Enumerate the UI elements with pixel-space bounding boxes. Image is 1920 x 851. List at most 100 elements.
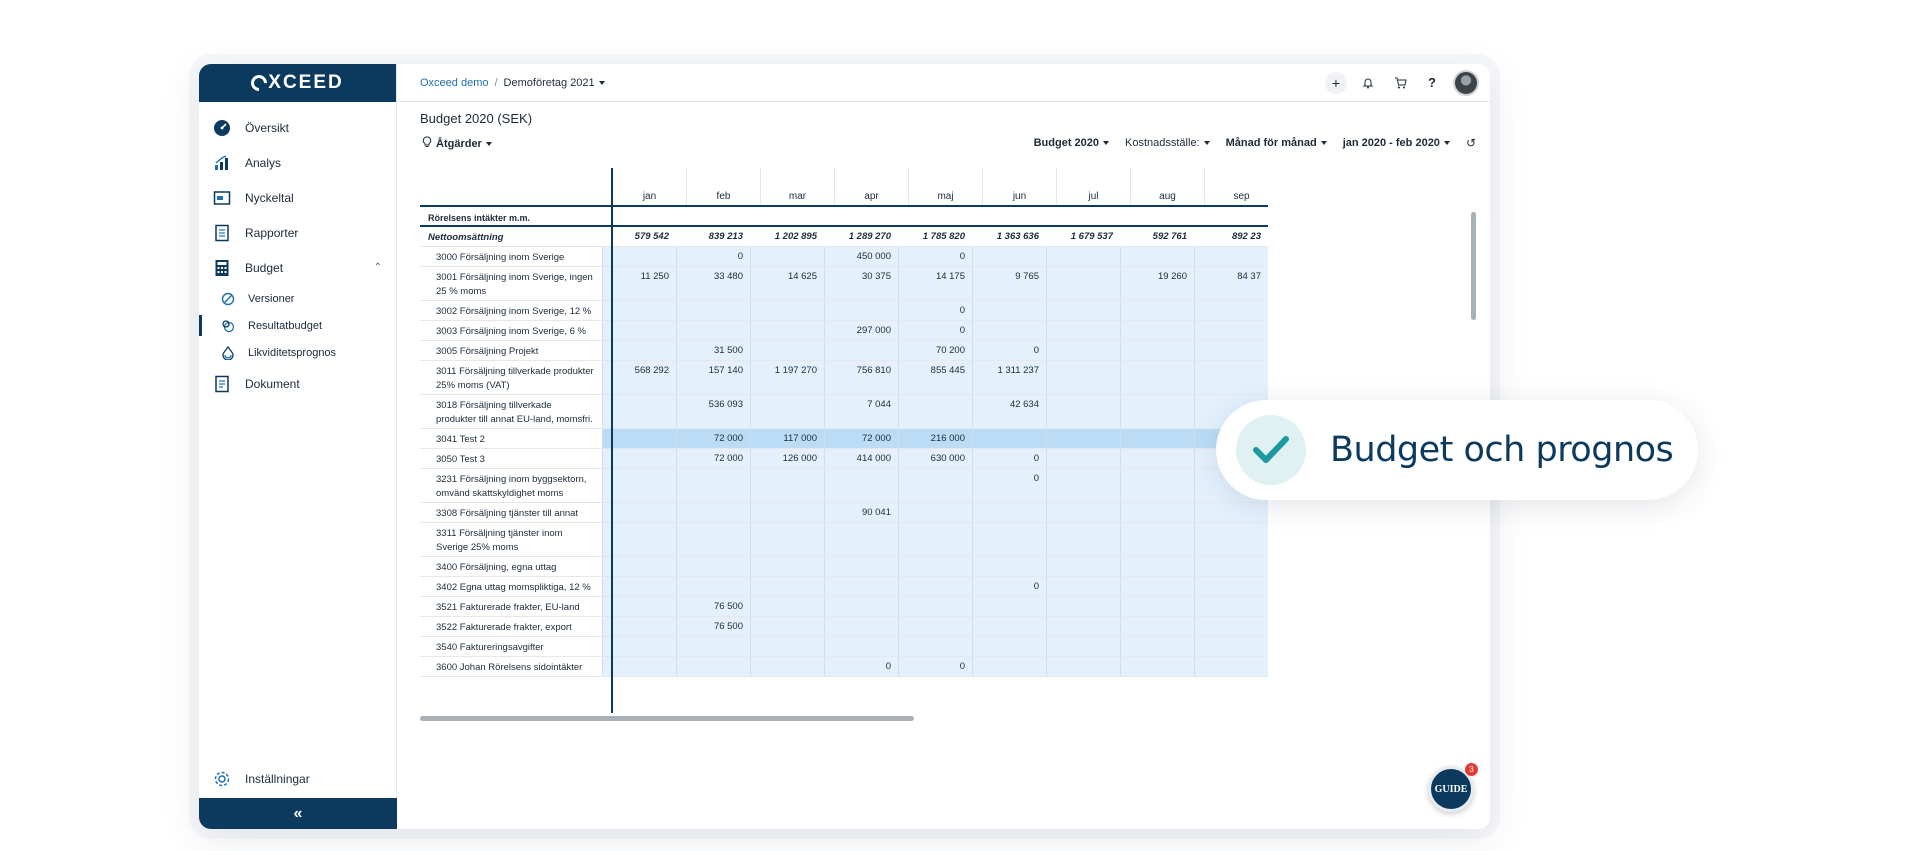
budget-cell[interactable]: [750, 301, 824, 320]
budget-cell[interactable]: [1194, 637, 1268, 656]
budget-cell[interactable]: [750, 469, 824, 502]
budget-cell[interactable]: [1046, 523, 1120, 556]
budget-cell[interactable]: [602, 577, 676, 596]
budget-cell[interactable]: 414 000: [824, 449, 898, 468]
budget-cell[interactable]: [1046, 341, 1120, 360]
actions-menu[interactable]: Åtgärder: [422, 136, 492, 151]
budget-cell[interactable]: [1120, 577, 1194, 596]
budget-cell[interactable]: [972, 321, 1046, 340]
budget-cell[interactable]: 9 765: [972, 267, 1046, 300]
budget-cell[interactable]: [824, 557, 898, 576]
budget-cell[interactable]: [1120, 321, 1194, 340]
budget-cell[interactable]: [676, 523, 750, 556]
budget-cell[interactable]: [898, 523, 972, 556]
budget-cell[interactable]: 90 041: [824, 503, 898, 522]
budget-cell[interactable]: [1046, 577, 1120, 596]
budget-cell[interactable]: [1194, 577, 1268, 596]
budget-cell[interactable]: [1120, 503, 1194, 522]
budget-cell[interactable]: [1194, 321, 1268, 340]
budget-cell[interactable]: [972, 301, 1046, 320]
budget-cell[interactable]: [1046, 637, 1120, 656]
budget-cell[interactable]: [602, 449, 676, 468]
budget-cell[interactable]: [1120, 395, 1194, 428]
period-mode-dropdown[interactable]: Månad för månad: [1226, 137, 1327, 149]
sidebar-item-oversikt[interactable]: Översikt: [199, 110, 396, 145]
budget-cell[interactable]: [1194, 341, 1268, 360]
budget-cell[interactable]: [750, 503, 824, 522]
cart-icon[interactable]: [1389, 72, 1411, 94]
budget-cell[interactable]: [1120, 469, 1194, 502]
budget-cell[interactable]: 72 000: [676, 449, 750, 468]
budget-cell[interactable]: 84 37: [1194, 267, 1268, 300]
budget-cell[interactable]: [1046, 321, 1120, 340]
budget-cell[interactable]: [750, 247, 824, 266]
budget-cell[interactable]: [1194, 523, 1268, 556]
sidebar-item-dokument[interactable]: Dokument: [199, 366, 396, 401]
budget-cell[interactable]: [676, 301, 750, 320]
budget-cell[interactable]: 216 000: [898, 429, 972, 448]
budget-cell[interactable]: [750, 617, 824, 636]
budget-cell[interactable]: [1046, 557, 1120, 576]
budget-cell[interactable]: [602, 469, 676, 502]
budget-cell[interactable]: [824, 523, 898, 556]
budget-cell[interactable]: [676, 637, 750, 656]
budget-cell[interactable]: [1046, 503, 1120, 522]
budget-cell[interactable]: [602, 557, 676, 576]
budget-cell[interactable]: [676, 577, 750, 596]
budget-cell[interactable]: [602, 429, 676, 448]
budget-cell[interactable]: [1046, 429, 1120, 448]
budget-cell[interactable]: [750, 395, 824, 428]
budget-cell[interactable]: 126 000: [750, 449, 824, 468]
sidebar-item-budget[interactable]: Budget ⌃: [199, 250, 396, 285]
sidebar-subitem-likviditetsprognos[interactable]: Likviditetsprognos: [199, 339, 396, 366]
budget-cell[interactable]: 117 000: [750, 429, 824, 448]
budget-cell[interactable]: [676, 557, 750, 576]
collapse-sidebar-button[interactable]: «: [199, 798, 397, 829]
budget-cell[interactable]: [824, 469, 898, 502]
budget-cell[interactable]: 30 375: [824, 267, 898, 300]
budget-cell[interactable]: [1194, 361, 1268, 394]
budget-cell[interactable]: 157 140: [676, 361, 750, 394]
budget-cell[interactable]: [1046, 597, 1120, 616]
budget-cell[interactable]: [602, 395, 676, 428]
budget-cell[interactable]: 19 260: [1120, 267, 1194, 300]
budget-cell[interactable]: [602, 617, 676, 636]
horizontal-scrollbar[interactable]: [420, 716, 914, 721]
budget-cell[interactable]: [1046, 361, 1120, 394]
budget-cell[interactable]: 70 200: [898, 341, 972, 360]
budget-cell[interactable]: [1194, 597, 1268, 616]
sidebar-item-installningar[interactable]: Inställningar: [199, 761, 396, 796]
budget-cell[interactable]: 630 000: [898, 449, 972, 468]
budget-cell[interactable]: [824, 577, 898, 596]
budget-cell[interactable]: [602, 657, 676, 676]
budget-cell[interactable]: 0: [972, 577, 1046, 596]
budget-cell[interactable]: [1046, 267, 1120, 300]
budget-cell[interactable]: [1046, 301, 1120, 320]
budget-cell[interactable]: 14 175: [898, 267, 972, 300]
budget-cell[interactable]: [1046, 617, 1120, 636]
budget-cell[interactable]: [676, 503, 750, 522]
budget-cell[interactable]: [1194, 617, 1268, 636]
budget-cell[interactable]: [750, 577, 824, 596]
budget-cell[interactable]: 72 000: [676, 429, 750, 448]
budget-cell[interactable]: 31 500: [676, 341, 750, 360]
budget-cell[interactable]: [1046, 449, 1120, 468]
app-logo[interactable]: XCEED: [199, 64, 396, 102]
budget-cell[interactable]: [602, 523, 676, 556]
budget-cell[interactable]: [898, 503, 972, 522]
budget-cell[interactable]: 0: [972, 449, 1046, 468]
budget-cell[interactable]: 7 044: [824, 395, 898, 428]
budget-cell[interactable]: [898, 617, 972, 636]
budget-cell[interactable]: [602, 597, 676, 616]
budget-cell[interactable]: [676, 469, 750, 502]
budget-cell[interactable]: [898, 469, 972, 502]
guide-button[interactable]: GUIDE: [1428, 766, 1474, 812]
sidebar-subitem-versioner[interactable]: Versioner: [199, 285, 396, 312]
budget-cell[interactable]: [602, 321, 676, 340]
cost-center-dropdown[interactable]: Kostnadsställe:: [1125, 137, 1210, 149]
budget-cell[interactable]: [1120, 657, 1194, 676]
budget-cell[interactable]: [824, 301, 898, 320]
budget-cell[interactable]: [898, 557, 972, 576]
budget-cell[interactable]: [972, 597, 1046, 616]
reset-icon[interactable]: ↺: [1465, 136, 1476, 150]
